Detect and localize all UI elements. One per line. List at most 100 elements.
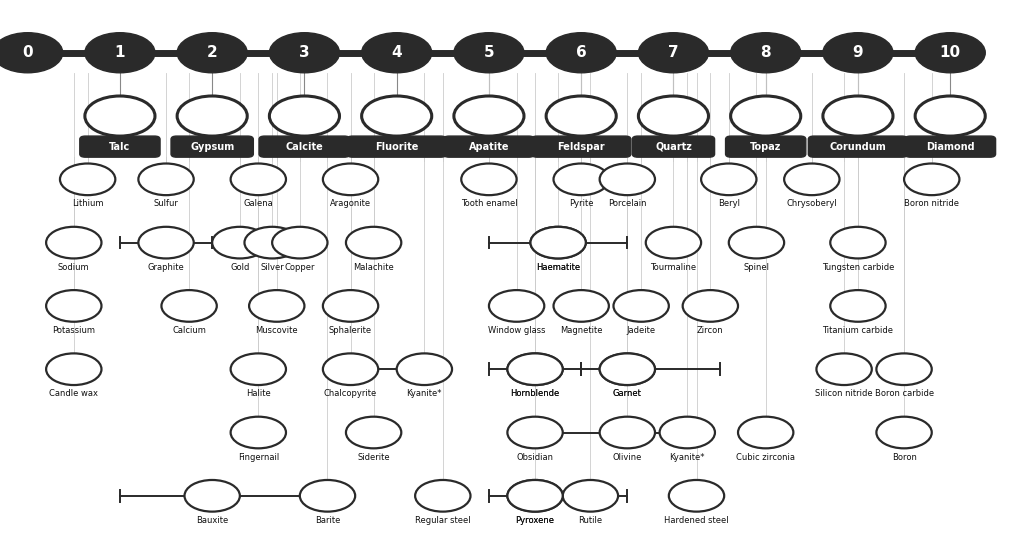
Text: Galena: Galena xyxy=(244,200,273,208)
Circle shape xyxy=(461,164,517,195)
Text: Quartz: Quartz xyxy=(655,141,692,152)
Text: 2: 2 xyxy=(207,45,217,60)
Circle shape xyxy=(507,480,563,512)
Circle shape xyxy=(323,353,378,385)
Text: Beryl: Beryl xyxy=(718,200,739,208)
Text: Barite: Barite xyxy=(314,516,340,525)
FancyBboxPatch shape xyxy=(259,136,350,157)
Text: 4: 4 xyxy=(391,45,402,60)
Text: Muscovite: Muscovite xyxy=(255,326,298,335)
Text: Sulfur: Sulfur xyxy=(154,200,178,208)
Text: Kyanite*: Kyanite* xyxy=(670,452,706,462)
FancyBboxPatch shape xyxy=(808,136,907,157)
Circle shape xyxy=(784,164,840,195)
Circle shape xyxy=(830,290,886,322)
Text: 3: 3 xyxy=(299,45,309,60)
Circle shape xyxy=(60,164,116,195)
Text: Porcelain: Porcelain xyxy=(608,200,646,208)
Circle shape xyxy=(454,33,524,73)
Text: Boron nitride: Boron nitride xyxy=(904,200,959,208)
Circle shape xyxy=(507,353,563,385)
Circle shape xyxy=(415,480,470,512)
Text: Graphite: Graphite xyxy=(147,263,184,272)
Circle shape xyxy=(361,33,432,73)
Text: Spinel: Spinel xyxy=(743,263,769,272)
Circle shape xyxy=(230,353,286,385)
Text: Hornblende: Hornblende xyxy=(510,390,560,398)
Circle shape xyxy=(396,353,452,385)
Text: Silicon nitride: Silicon nitride xyxy=(815,390,872,398)
Text: Obsidian: Obsidian xyxy=(516,452,554,462)
Text: Rutile: Rutile xyxy=(579,516,602,525)
FancyBboxPatch shape xyxy=(443,136,535,157)
Circle shape xyxy=(300,480,355,512)
Circle shape xyxy=(177,96,247,136)
Text: Sphalerite: Sphalerite xyxy=(329,326,372,335)
Text: Hardened steel: Hardened steel xyxy=(665,516,729,525)
Text: Magnetite: Magnetite xyxy=(560,326,602,335)
Circle shape xyxy=(563,480,618,512)
Text: Chalcopyrite: Chalcopyrite xyxy=(324,390,377,398)
Text: Pyroxene: Pyroxene xyxy=(515,516,555,525)
Text: Regular steel: Regular steel xyxy=(415,516,471,525)
Circle shape xyxy=(269,96,340,136)
Text: 5: 5 xyxy=(483,45,495,60)
Text: Tungsten carbide: Tungsten carbide xyxy=(821,263,894,272)
FancyBboxPatch shape xyxy=(347,136,446,157)
Text: Calcite: Calcite xyxy=(286,141,324,152)
Circle shape xyxy=(546,96,616,136)
Circle shape xyxy=(46,227,101,258)
Circle shape xyxy=(507,480,563,512)
Text: Hornblende: Hornblende xyxy=(510,390,560,398)
Circle shape xyxy=(669,480,724,512)
Circle shape xyxy=(638,96,709,136)
Circle shape xyxy=(830,227,886,258)
Circle shape xyxy=(554,290,609,322)
Circle shape xyxy=(272,227,328,258)
Circle shape xyxy=(530,227,586,258)
Circle shape xyxy=(659,417,715,448)
Text: Pyroxene: Pyroxene xyxy=(515,516,555,525)
Circle shape xyxy=(546,33,616,73)
Circle shape xyxy=(212,227,267,258)
Text: Bauxite: Bauxite xyxy=(196,516,228,525)
Circle shape xyxy=(731,96,801,136)
Text: Haematite: Haematite xyxy=(536,263,581,272)
Circle shape xyxy=(877,417,932,448)
Text: Boron carbide: Boron carbide xyxy=(874,390,934,398)
Text: Candle wax: Candle wax xyxy=(49,390,98,398)
Circle shape xyxy=(454,96,524,136)
Circle shape xyxy=(823,33,893,73)
Circle shape xyxy=(915,33,985,73)
Text: Fingernail: Fingernail xyxy=(238,452,279,462)
Circle shape xyxy=(507,417,563,448)
Circle shape xyxy=(0,33,62,73)
Circle shape xyxy=(346,417,401,448)
Text: Chrysoberyl: Chrysoberyl xyxy=(786,200,838,208)
Text: Boron: Boron xyxy=(892,452,916,462)
Circle shape xyxy=(731,33,801,73)
Text: Halite: Halite xyxy=(246,390,270,398)
Text: Topaz: Topaz xyxy=(750,141,781,152)
Circle shape xyxy=(245,227,300,258)
Text: Apatite: Apatite xyxy=(469,141,509,152)
Circle shape xyxy=(554,164,609,195)
Text: 0: 0 xyxy=(23,45,33,60)
Circle shape xyxy=(138,164,194,195)
FancyBboxPatch shape xyxy=(905,136,995,157)
Circle shape xyxy=(269,33,340,73)
Text: Malachite: Malachite xyxy=(353,263,394,272)
Circle shape xyxy=(701,164,757,195)
Circle shape xyxy=(46,290,101,322)
FancyBboxPatch shape xyxy=(171,136,253,157)
Text: Olivine: Olivine xyxy=(612,452,642,462)
Circle shape xyxy=(638,33,709,73)
Text: Cubic zirconia: Cubic zirconia xyxy=(736,452,796,462)
Circle shape xyxy=(85,96,155,136)
Text: Kyanite*: Kyanite* xyxy=(407,390,442,398)
Text: Lithium: Lithium xyxy=(72,200,103,208)
Text: Gypsum: Gypsum xyxy=(190,141,234,152)
Text: 9: 9 xyxy=(853,45,863,60)
Text: Potassium: Potassium xyxy=(52,326,95,335)
Circle shape xyxy=(915,96,985,136)
